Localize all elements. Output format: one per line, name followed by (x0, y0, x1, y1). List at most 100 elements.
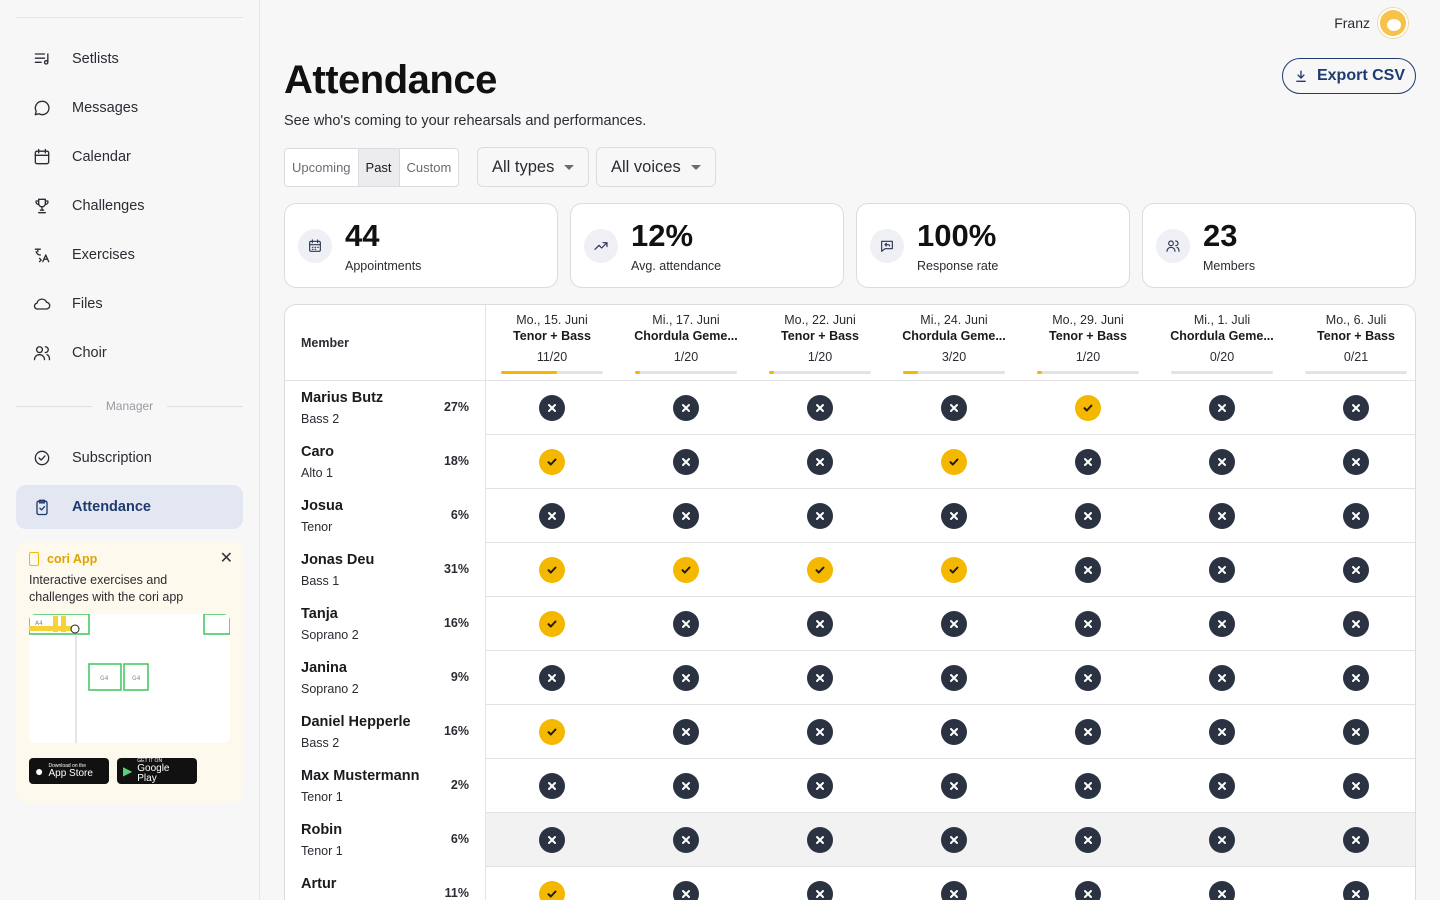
member-cell[interactable] (285, 435, 485, 489)
attending-check-icon[interactable] (807, 557, 833, 583)
not-attending-x-icon[interactable] (673, 773, 699, 799)
member-cell[interactable] (285, 867, 485, 900)
not-attending-x-icon[interactable] (1209, 719, 1235, 745)
close-icon[interactable]: ✕ (219, 550, 233, 567)
not-attending-x-icon[interactable] (1209, 881, 1235, 900)
not-attending-x-icon[interactable] (1075, 665, 1101, 691)
user-menu[interactable]: Franz (1334, 8, 1408, 38)
sidebar-item-exercises[interactable]: Exercises (16, 233, 243, 277)
not-attending-x-icon[interactable] (941, 503, 967, 529)
not-attending-x-icon[interactable] (941, 665, 967, 691)
not-attending-x-icon[interactable] (941, 611, 967, 637)
not-attending-x-icon[interactable] (539, 773, 565, 799)
attending-check-icon[interactable] (1075, 395, 1101, 421)
not-attending-x-icon[interactable] (807, 665, 833, 691)
segment-upcoming[interactable]: Upcoming (285, 149, 359, 186)
not-attending-x-icon[interactable] (807, 881, 833, 900)
appointment-column-header[interactable]: Mi., 1. Juli Chordula Geme... 0/20 (1155, 312, 1289, 374)
appointment-column-header[interactable]: Mo., 29. Juni Tenor + Bass 1/20 (1021, 312, 1155, 374)
not-attending-x-icon[interactable] (1343, 503, 1369, 529)
not-attending-x-icon[interactable] (1075, 449, 1101, 475)
not-attending-x-icon[interactable] (1343, 773, 1369, 799)
not-attending-x-icon[interactable] (1209, 503, 1235, 529)
member-cell[interactable] (285, 705, 485, 759)
member-cell[interactable] (285, 381, 485, 435)
not-attending-x-icon[interactable] (1209, 611, 1235, 637)
not-attending-x-icon[interactable] (941, 881, 967, 900)
not-attending-x-icon[interactable] (1343, 719, 1369, 745)
not-attending-x-icon[interactable] (941, 719, 967, 745)
not-attending-x-icon[interactable] (1209, 773, 1235, 799)
sidebar-item-files[interactable]: Files (16, 282, 243, 326)
segment-past[interactable]: Past (358, 149, 400, 186)
not-attending-x-icon[interactable] (807, 611, 833, 637)
sidebar-item-choir[interactable]: Choir (16, 331, 243, 375)
not-attending-x-icon[interactable] (539, 503, 565, 529)
export-csv-button[interactable]: Export CSV (1281, 58, 1416, 94)
appointment-column-header[interactable]: Mo., 15. Juni Tenor + Bass 11/20 (485, 312, 619, 374)
not-attending-x-icon[interactable] (807, 773, 833, 799)
not-attending-x-icon[interactable] (1343, 827, 1369, 853)
not-attending-x-icon[interactable] (807, 719, 833, 745)
attending-check-icon[interactable] (539, 611, 565, 637)
not-attending-x-icon[interactable] (673, 881, 699, 900)
appointment-column-header[interactable]: Mo., 22. Juni Tenor + Bass 1/20 (753, 312, 887, 374)
member-cell[interactable] (285, 543, 485, 597)
sidebar-item-calendar[interactable]: Calendar (16, 135, 243, 179)
not-attending-x-icon[interactable] (1209, 449, 1235, 475)
not-attending-x-icon[interactable] (673, 449, 699, 475)
type-select[interactable]: All types (477, 147, 590, 187)
not-attending-x-icon[interactable] (539, 827, 565, 853)
member-cell[interactable] (285, 651, 485, 705)
not-attending-x-icon[interactable] (673, 719, 699, 745)
not-attending-x-icon[interactable] (1075, 503, 1101, 529)
sidebar-item-messages[interactable]: Messages (16, 86, 243, 130)
member-cell[interactable] (285, 759, 485, 813)
not-attending-x-icon[interactable] (1075, 773, 1101, 799)
not-attending-x-icon[interactable] (539, 665, 565, 691)
not-attending-x-icon[interactable] (941, 395, 967, 421)
attending-check-icon[interactable] (539, 719, 565, 745)
not-attending-x-icon[interactable] (1343, 611, 1369, 637)
app-store-badge[interactable]: ● Download on the App Store (29, 758, 109, 784)
member-cell[interactable] (285, 489, 485, 543)
not-attending-x-icon[interactable] (1209, 827, 1235, 853)
appointment-column-header[interactable]: Mi., 24. Juni Chordula Geme... 3/20 (887, 312, 1021, 374)
not-attending-x-icon[interactable] (1075, 827, 1101, 853)
not-attending-x-icon[interactable] (807, 395, 833, 421)
not-attending-x-icon[interactable] (673, 395, 699, 421)
not-attending-x-icon[interactable] (1075, 719, 1101, 745)
not-attending-x-icon[interactable] (673, 665, 699, 691)
attending-check-icon[interactable] (941, 449, 967, 475)
not-attending-x-icon[interactable] (1343, 881, 1369, 900)
sidebar-item-challenges[interactable]: Challenges (16, 184, 243, 228)
not-attending-x-icon[interactable] (941, 773, 967, 799)
appointment-column-header[interactable]: Mi., 17. Juni Chordula Geme... 1/20 (619, 312, 753, 374)
sidebar-item-attendance[interactable]: Attendance (16, 485, 243, 529)
attending-check-icon[interactable] (941, 557, 967, 583)
attending-check-icon[interactable] (539, 449, 565, 475)
segment-custom[interactable]: Custom (406, 160, 452, 175)
sidebar-item-setlists[interactable]: Setlists (16, 37, 243, 81)
appointment-column-header[interactable]: Mo., 6. Juli Tenor + Bass 0/21 (1289, 312, 1415, 374)
attending-check-icon[interactable] (673, 557, 699, 583)
attending-check-icon[interactable] (539, 557, 565, 583)
not-attending-x-icon[interactable] (1075, 881, 1101, 900)
not-attending-x-icon[interactable] (807, 827, 833, 853)
member-cell[interactable] (285, 597, 485, 651)
not-attending-x-icon[interactable] (673, 827, 699, 853)
not-attending-x-icon[interactable] (941, 827, 967, 853)
not-attending-x-icon[interactable] (1343, 557, 1369, 583)
not-attending-x-icon[interactable] (807, 503, 833, 529)
not-attending-x-icon[interactable] (539, 395, 565, 421)
sidebar-item-subscription[interactable]: Subscription (16, 436, 243, 480)
not-attending-x-icon[interactable] (1209, 395, 1235, 421)
not-attending-x-icon[interactable] (1343, 665, 1369, 691)
voice-select[interactable]: All voices (596, 147, 716, 187)
not-attending-x-icon[interactable] (807, 449, 833, 475)
not-attending-x-icon[interactable] (673, 503, 699, 529)
member-cell[interactable] (285, 813, 485, 867)
not-attending-x-icon[interactable] (1075, 611, 1101, 637)
not-attending-x-icon[interactable] (1209, 665, 1235, 691)
not-attending-x-icon[interactable] (1209, 557, 1235, 583)
